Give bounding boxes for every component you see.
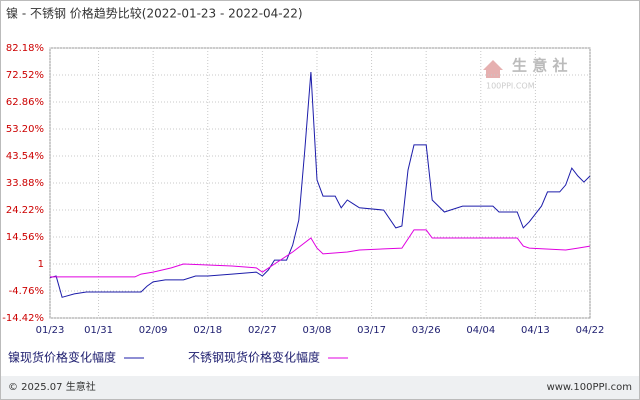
y-tick-label: -14.42% bbox=[2, 313, 44, 324]
x-tick-label: 01/23 bbox=[36, 325, 65, 336]
y-tick-label: 43.54% bbox=[6, 151, 44, 162]
x-tick-label: 02/27 bbox=[248, 325, 277, 336]
watermark-site: 100PPI.COM bbox=[486, 82, 535, 91]
x-tick-label: 02/09 bbox=[139, 325, 168, 336]
series-line bbox=[50, 229, 591, 278]
y-tick-label: 62.86% bbox=[6, 97, 44, 108]
x-tick-label: 04/13 bbox=[521, 325, 550, 336]
watermark-name: 生 意 社 bbox=[512, 57, 567, 75]
footer-left: © 2025.07 生意社 bbox=[8, 380, 96, 393]
x-tick-label: 03/17 bbox=[357, 325, 386, 336]
x-tick-label: 01/31 bbox=[84, 325, 113, 336]
x-tick-label: 03/26 bbox=[412, 325, 441, 336]
y-tick-label: 14.56% bbox=[6, 232, 44, 243]
y-tick-label: 24.22% bbox=[6, 205, 44, 216]
x-tick-label: 02/18 bbox=[193, 325, 222, 336]
chart-title: 镍 - 不锈钢 价格趋势比较(2022-01-23 - 2022-04-22) bbox=[6, 6, 303, 21]
y-tick-label: 1 bbox=[38, 259, 44, 270]
x-tick-label: 04/04 bbox=[466, 325, 495, 336]
legend-label: 不锈钢现货价格变化幅度 bbox=[188, 350, 320, 365]
y-tick-label: 72.52% bbox=[6, 70, 44, 81]
y-tick-label: 53.20% bbox=[6, 124, 44, 135]
y-tick-label: 82.18% bbox=[6, 43, 44, 54]
series-line bbox=[49, 71, 591, 298]
legend-label: 镍现货价格变化幅度 bbox=[8, 350, 116, 365]
x-tick-label: 03/08 bbox=[303, 325, 332, 336]
x-tick-label: 04/22 bbox=[576, 325, 605, 336]
y-tick-label: 33.88% bbox=[6, 178, 44, 189]
logo-icon bbox=[483, 60, 503, 78]
footer-bar bbox=[1, 376, 639, 399]
footer-right: www.100PPI.com bbox=[547, 382, 632, 393]
y-tick-label: -4.76% bbox=[9, 286, 44, 297]
